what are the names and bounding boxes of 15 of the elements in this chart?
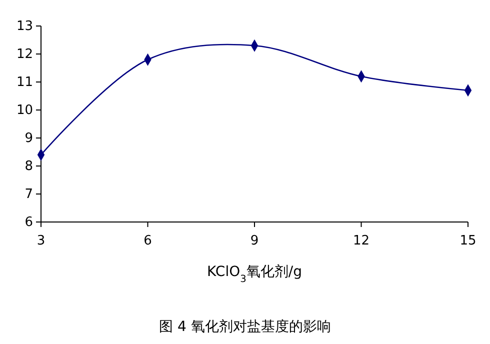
x-tick-label: 6 [144, 233, 152, 248]
y-tick-label: 11 [16, 75, 33, 90]
y-tick-label: 7 [24, 187, 33, 202]
y-tick-label: 8 [24, 159, 33, 174]
x-tick-label: 12 [352, 233, 370, 248]
x-axis-title: KClO$_{3}$氧化剂/g [207, 264, 302, 284]
y-tick-label: 12 [16, 47, 33, 62]
x-tick-label: 3 [36, 233, 46, 248]
y-tick-label: 6 [24, 215, 33, 230]
y-tick-label: 10 [16, 103, 33, 118]
x-tick-label: 15 [460, 233, 476, 248]
y-tick-label: 9 [24, 131, 33, 146]
text: 图 4 氧化剂对盐基度的影响 [159, 319, 331, 335]
x-tick-label: 9 [250, 233, 259, 248]
y-tick-label: 13 [16, 19, 33, 34]
